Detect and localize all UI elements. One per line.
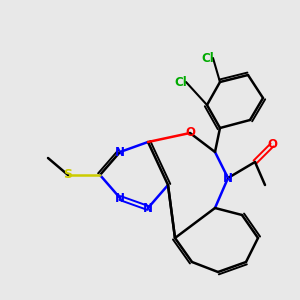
Text: N: N [115,146,125,158]
Text: Cl: Cl [202,52,214,64]
Text: N: N [143,202,153,214]
Text: O: O [185,127,195,140]
Text: N: N [115,191,125,205]
Text: Cl: Cl [175,76,188,88]
Text: O: O [267,139,277,152]
Text: N: N [223,172,233,184]
Text: S: S [64,169,73,182]
